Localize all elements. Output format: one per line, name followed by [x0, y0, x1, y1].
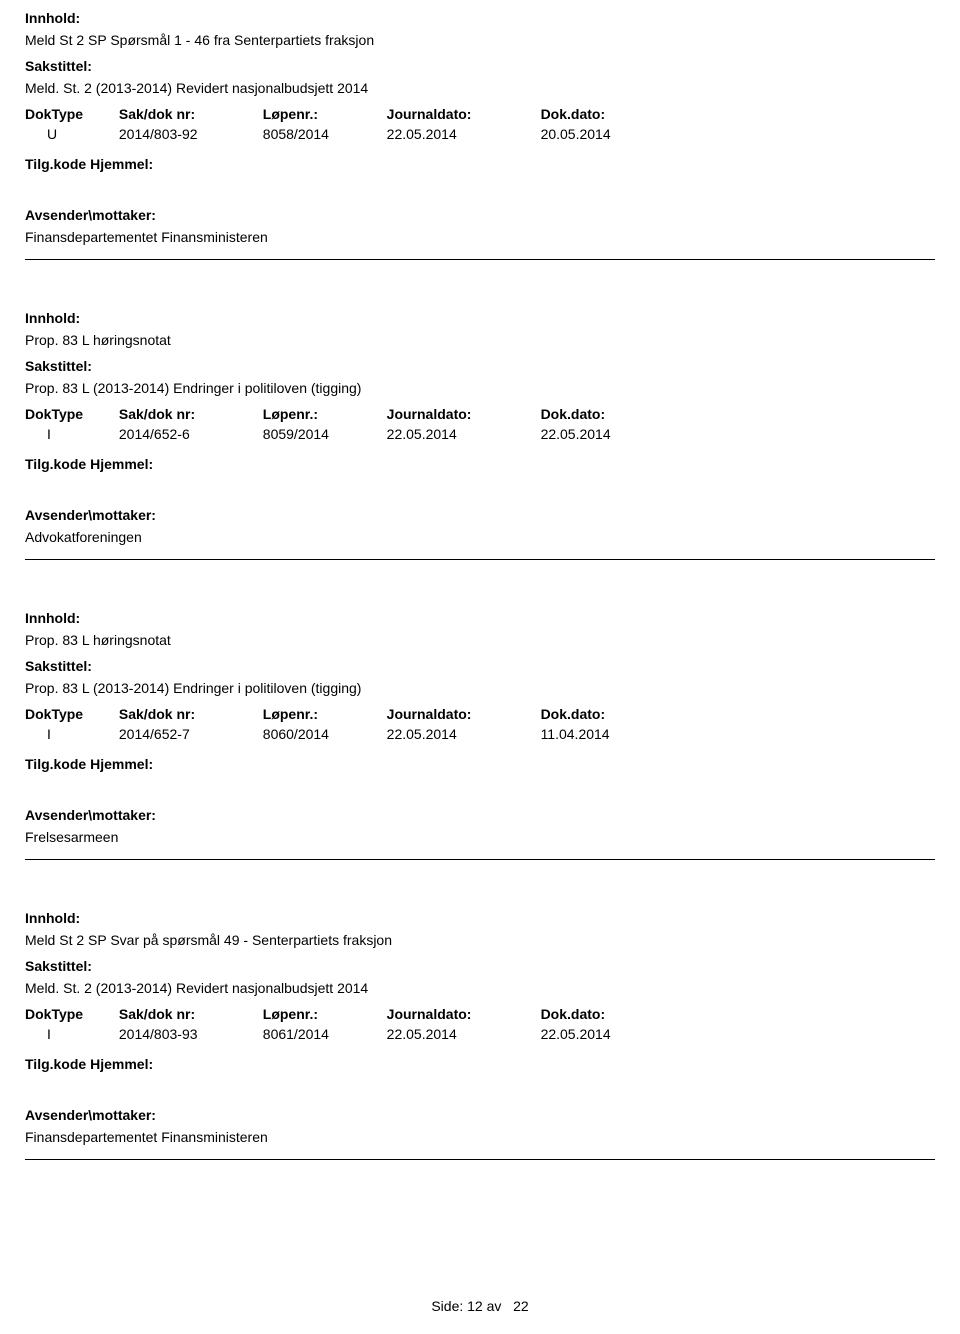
saknr-header: Sak/dok nr:: [119, 706, 259, 722]
lopenr-header: Løpenr.:: [263, 106, 383, 122]
journal-value: 22.05.2014: [387, 126, 537, 142]
doktype-header: DokType: [25, 1006, 115, 1022]
avsender-label: Avsender\mottaker:: [25, 507, 935, 523]
journal-entry: Innhold: Meld St 2 SP Spørsmål 1 - 46 fr…: [25, 10, 935, 260]
lopenr-value: 8060/2014: [263, 726, 383, 742]
saknr-value: 2014/652-7: [119, 726, 259, 742]
dokdato-value: 22.05.2014: [541, 1026, 661, 1042]
tilgkode-label: Tilg.kode: [25, 756, 86, 772]
journal-header: Journaldato:: [387, 1006, 537, 1022]
hjemmel-label: Hjemmel:: [90, 1056, 153, 1072]
lopenr-value: 8059/2014: [263, 426, 383, 442]
journal-entry: Innhold: Prop. 83 L høringsnotat Sakstit…: [25, 610, 935, 860]
innhold-label: Innhold:: [25, 10, 935, 26]
saknr-value: 2014/652-6: [119, 426, 259, 442]
innhold-text: Meld St 2 SP Svar på spørsmål 49 - Sente…: [25, 932, 935, 948]
dokdato-header: Dok.dato:: [541, 106, 661, 122]
tilgkode-row: Tilg.kode Hjemmel:: [25, 456, 935, 472]
divider: [25, 859, 935, 860]
saknr-header: Sak/dok nr:: [119, 106, 259, 122]
avsender-value: Advokatforeningen: [25, 529, 935, 545]
lopenr-header: Løpenr.:: [263, 706, 383, 722]
table-value-row: I 2014/652-7 8060/2014 22.05.2014 11.04.…: [25, 726, 935, 742]
sakstittel-label: Sakstittel:: [25, 58, 935, 74]
journal-header: Journaldato:: [387, 106, 537, 122]
tilgkode-label: Tilg.kode: [25, 456, 86, 472]
doktype-value: U: [25, 126, 115, 142]
saknr-value: 2014/803-92: [119, 126, 259, 142]
table-header-row: DokType Sak/dok nr: Løpenr.: Journaldato…: [25, 406, 935, 422]
journal-value: 22.05.2014: [387, 726, 537, 742]
lopenr-header: Løpenr.:: [263, 406, 383, 422]
lopenr-header: Løpenr.:: [263, 1006, 383, 1022]
sakstittel-label: Sakstittel:: [25, 358, 935, 374]
innhold-label: Innhold:: [25, 910, 935, 926]
lopenr-value: 8058/2014: [263, 126, 383, 142]
table-value-row: I 2014/652-6 8059/2014 22.05.2014 22.05.…: [25, 426, 935, 442]
dokdato-header: Dok.dato:: [541, 706, 661, 722]
dokdato-value: 22.05.2014: [541, 426, 661, 442]
saknr-value: 2014/803-93: [119, 1026, 259, 1042]
tilgkode-label: Tilg.kode: [25, 1056, 86, 1072]
sakstittel-text: Meld. St. 2 (2013-2014) Revidert nasjona…: [25, 80, 935, 96]
page-number: 12: [467, 1298, 483, 1314]
hjemmel-label: Hjemmel:: [90, 456, 153, 472]
journal-value: 22.05.2014: [387, 1026, 537, 1042]
side-label: Side:: [431, 1298, 463, 1314]
innhold-text: Prop. 83 L høringsnotat: [25, 332, 935, 348]
tilgkode-row: Tilg.kode Hjemmel:: [25, 156, 935, 172]
total-pages: 22: [513, 1298, 529, 1314]
page-content: Innhold: Meld St 2 SP Spørsmål 1 - 46 fr…: [0, 0, 960, 1160]
journal-entry: Innhold: Prop. 83 L høringsnotat Sakstit…: [25, 310, 935, 560]
divider: [25, 559, 935, 560]
dokdato-value: 11.04.2014: [541, 726, 661, 742]
tilgkode-row: Tilg.kode Hjemmel:: [25, 756, 935, 772]
doktype-value: I: [25, 1026, 115, 1042]
innhold-label: Innhold:: [25, 610, 935, 626]
journal-header: Journaldato:: [387, 706, 537, 722]
divider: [25, 1159, 935, 1160]
tilgkode-row: Tilg.kode Hjemmel:: [25, 1056, 935, 1072]
table-value-row: I 2014/803-93 8061/2014 22.05.2014 22.05…: [25, 1026, 935, 1042]
dokdato-header: Dok.dato:: [541, 1006, 661, 1022]
doktype-header: DokType: [25, 706, 115, 722]
innhold-label: Innhold:: [25, 310, 935, 326]
page-footer: Side: 12 av 22: [0, 1298, 960, 1314]
sakstittel-text: Prop. 83 L (2013-2014) Endringer i polit…: [25, 380, 935, 396]
av-label: av: [487, 1298, 502, 1314]
journal-header: Journaldato:: [387, 406, 537, 422]
doktype-header: DokType: [25, 406, 115, 422]
saknr-header: Sak/dok nr:: [119, 406, 259, 422]
dokdato-header: Dok.dato:: [541, 406, 661, 422]
lopenr-value: 8061/2014: [263, 1026, 383, 1042]
table-value-row: U 2014/803-92 8058/2014 22.05.2014 20.05…: [25, 126, 935, 142]
avsender-label: Avsender\mottaker:: [25, 1107, 935, 1123]
saknr-header: Sak/dok nr:: [119, 1006, 259, 1022]
journal-entry: Innhold: Meld St 2 SP Svar på spørsmål 4…: [25, 910, 935, 1160]
doktype-header: DokType: [25, 106, 115, 122]
table-header-row: DokType Sak/dok nr: Løpenr.: Journaldato…: [25, 1006, 935, 1022]
sakstittel-text: Prop. 83 L (2013-2014) Endringer i polit…: [25, 680, 935, 696]
sakstittel-label: Sakstittel:: [25, 958, 935, 974]
hjemmel-label: Hjemmel:: [90, 156, 153, 172]
avsender-value: Finansdepartementet Finansministeren: [25, 229, 935, 245]
innhold-text: Meld St 2 SP Spørsmål 1 - 46 fra Senterp…: [25, 32, 935, 48]
divider: [25, 259, 935, 260]
avsender-value: Frelsesarmeen: [25, 829, 935, 845]
tilgkode-label: Tilg.kode: [25, 156, 86, 172]
sakstittel-text: Meld. St. 2 (2013-2014) Revidert nasjona…: [25, 980, 935, 996]
sakstittel-label: Sakstittel:: [25, 658, 935, 674]
dokdato-value: 20.05.2014: [541, 126, 661, 142]
innhold-text: Prop. 83 L høringsnotat: [25, 632, 935, 648]
doktype-value: I: [25, 426, 115, 442]
avsender-label: Avsender\mottaker:: [25, 807, 935, 823]
doktype-value: I: [25, 726, 115, 742]
table-header-row: DokType Sak/dok nr: Løpenr.: Journaldato…: [25, 706, 935, 722]
journal-value: 22.05.2014: [387, 426, 537, 442]
hjemmel-label: Hjemmel:: [90, 756, 153, 772]
table-header-row: DokType Sak/dok nr: Løpenr.: Journaldato…: [25, 106, 935, 122]
avsender-value: Finansdepartementet Finansministeren: [25, 1129, 935, 1145]
avsender-label: Avsender\mottaker:: [25, 207, 935, 223]
